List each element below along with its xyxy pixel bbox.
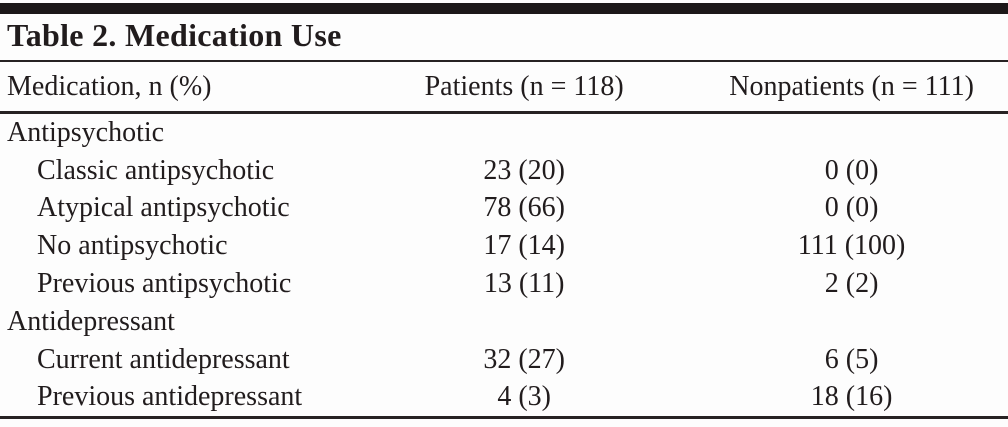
patients-value: 17 (14) bbox=[483, 230, 565, 262]
table-title: Table 2. Medication Use bbox=[7, 17, 342, 53]
nonpatients-value: 2 (2) bbox=[824, 268, 879, 300]
table-row-atypical-antipsychotic: Atypical antipsychotic 78 (66) 0 (0) bbox=[0, 190, 1008, 228]
patients-value: 32 (27) bbox=[483, 343, 565, 375]
nonpatients-value: 0 (0) bbox=[824, 154, 879, 186]
row-label: Atypical antipsychotic bbox=[37, 192, 290, 224]
row-label: Antipsychotic bbox=[7, 116, 165, 148]
table-bottom-border bbox=[0, 416, 1008, 419]
patients-value: 4 (3) bbox=[497, 381, 551, 413]
table-top-border-bar bbox=[0, 3, 1008, 14]
table-row-previous-antidepressant: Previous antidepressant 4 (3) 18 (16) bbox=[0, 379, 1008, 417]
table-body: Antipsychotic Classic antipsychotic 23 (… bbox=[0, 114, 1008, 416]
nonpatients-value: 111 (100) bbox=[797, 230, 906, 262]
column-header-medication: Medication, n (%) bbox=[7, 70, 212, 102]
table-header-row: Medication, n (%) Patients (n = 118) Non… bbox=[0, 64, 1008, 109]
column-header-nonpatients: Nonpatients (n = 111) bbox=[729, 70, 974, 102]
table-row-current-antidepressant: Current antidepressant 32 (27) 6 (5) bbox=[0, 341, 1008, 379]
header-divider bbox=[0, 111, 1008, 114]
row-label: Classic antipsychotic bbox=[37, 154, 275, 186]
row-label: Previous antipsychotic bbox=[37, 268, 292, 300]
row-label: Current antidepressant bbox=[37, 343, 290, 375]
table-row-no-antipsychotic: No antipsychotic 17 (14) 111 (100) bbox=[0, 227, 1008, 265]
table-row-previous-antipsychotic: Previous antipsychotic 13 (11) 2 (2) bbox=[0, 265, 1008, 303]
table-row-group-antipsychotic: Antipsychotic bbox=[0, 114, 1008, 152]
row-label: Previous antidepressant bbox=[37, 381, 303, 413]
nonpatients-value: 6 (5) bbox=[824, 343, 879, 375]
table-row-classic-antipsychotic: Classic antipsychotic 23 (20) 0 (0) bbox=[0, 152, 1008, 190]
patients-value: 23 (20) bbox=[483, 154, 565, 186]
title-divider bbox=[0, 60, 1008, 62]
patients-value: 13 (11) bbox=[483, 268, 565, 300]
row-label: Antidepressant bbox=[7, 305, 175, 337]
table-row-group-antidepressant: Antidepressant bbox=[0, 303, 1008, 341]
nonpatients-value: 0 (0) bbox=[824, 192, 879, 224]
patients-value: 78 (66) bbox=[483, 192, 565, 224]
column-header-patients: Patients (n = 118) bbox=[424, 70, 624, 102]
row-label: No antipsychotic bbox=[37, 230, 228, 262]
nonpatients-value: 18 (16) bbox=[810, 381, 893, 413]
